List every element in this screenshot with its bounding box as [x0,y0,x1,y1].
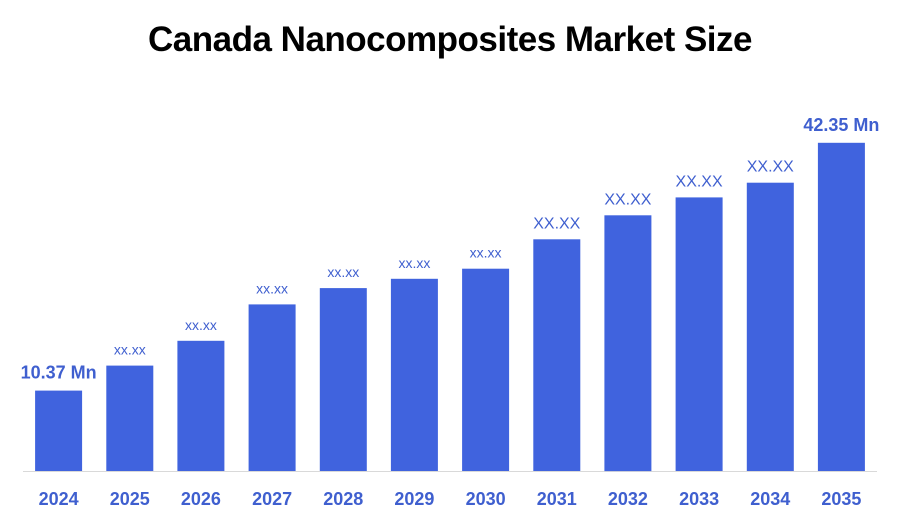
x-tick-label-2035: 2035 [821,489,861,509]
bar-2025 [106,365,154,471]
x-tick-label-2032: 2032 [608,489,648,509]
x-tick-label-2031: 2031 [537,489,577,509]
x-tick-label-2024: 2024 [39,489,79,509]
x-tick-label-2029: 2029 [394,489,434,509]
bar-2026 [177,340,225,471]
data-label-2035: 42.35 Mn [803,115,879,135]
data-label-2024: 10.37 Mn [21,363,97,383]
x-tick-label-2026: 2026 [181,489,221,509]
x-tick-label-2034: 2034 [750,489,790,509]
data-label-2025: xx.xx [114,342,146,358]
bar-2033 [675,197,723,471]
data-label-2028: xx.xx [327,264,359,280]
data-label-2027: xx.xx [256,280,288,296]
bar-2024 [35,390,83,471]
chart-title: Canada Nanocomposites Market Size [148,20,752,59]
bar-2032 [604,215,652,472]
data-label-2032: XX.XX [604,191,651,208]
bar-2028 [319,288,367,471]
bar-2031 [533,239,581,471]
data-label-2034: XX.XX [747,159,794,176]
bar-2027 [248,304,296,471]
data-label-2026: xx.xx [185,317,217,333]
x-tick-label-2027: 2027 [252,489,292,509]
x-tick-label-2025: 2025 [110,489,150,509]
data-label-2030: xx.xx [470,245,502,261]
bar-2034 [746,182,794,471]
data-label-2033: XX.XX [676,173,723,190]
x-tick-label-2033: 2033 [679,489,719,509]
data-label-2029: xx.xx [398,255,430,271]
data-label-2031: XX.XX [533,215,580,232]
bar-2029 [390,278,438,471]
x-tick-label-2030: 2030 [466,489,506,509]
bar-2035 [817,142,865,472]
bar-2030 [462,268,510,471]
x-tick-label-2028: 2028 [323,489,363,509]
